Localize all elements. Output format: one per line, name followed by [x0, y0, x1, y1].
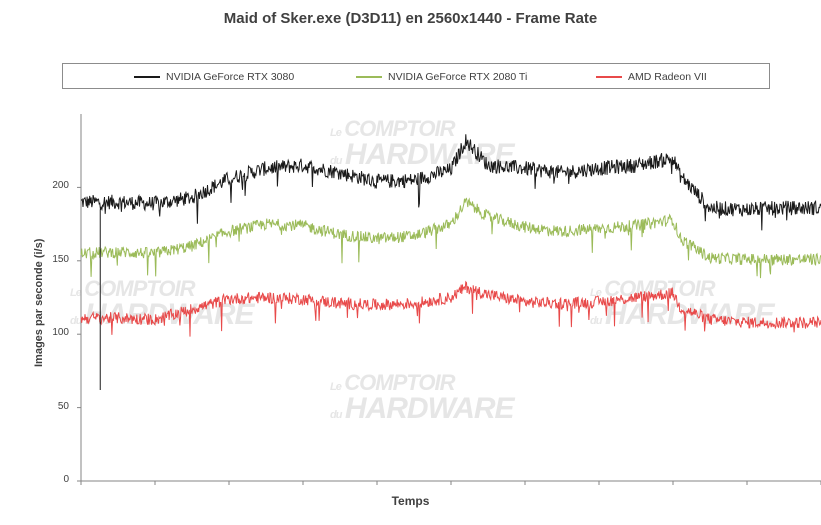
legend-swatch-radeon7: [596, 76, 622, 78]
watermark-right: Le COMPTOIR du HARDWARE: [590, 276, 775, 331]
y-tick-label: 150: [52, 253, 69, 265]
y-tick-label: 0: [63, 474, 69, 485]
series-line-0: [80, 134, 821, 231]
chart-title: Maid of Sker.exe (D3D11) en 2560x1440 - …: [223, 10, 598, 27]
watermark-bottom: Le COMPTOIR du HARDWARE: [330, 370, 515, 425]
legend-label-radeon7: AMD Radeon VII: [628, 71, 707, 83]
series-line-1: [80, 197, 821, 279]
y-tick-label: 50: [57, 400, 69, 412]
watermark-top: Le COMPTOIR du HARDWARE: [330, 116, 515, 171]
legend-label-rtx2080ti: NVIDIA GeForce RTX 2080 Ti: [388, 71, 528, 83]
legend-swatch-rtx3080: [134, 76, 160, 78]
series-line-2: [80, 280, 821, 337]
legend-swatch-rtx2080ti: [356, 76, 382, 78]
x-axis-label: Temps: [391, 494, 430, 508]
y-tick-label: 100: [52, 327, 69, 339]
y-tick-label: 200: [52, 180, 69, 192]
legend-label-rtx3080: NVIDIA GeForce RTX 3080: [166, 71, 295, 83]
chart-legend: NVIDIA GeForce RTX 3080 NVIDIA GeForce R…: [62, 63, 770, 89]
